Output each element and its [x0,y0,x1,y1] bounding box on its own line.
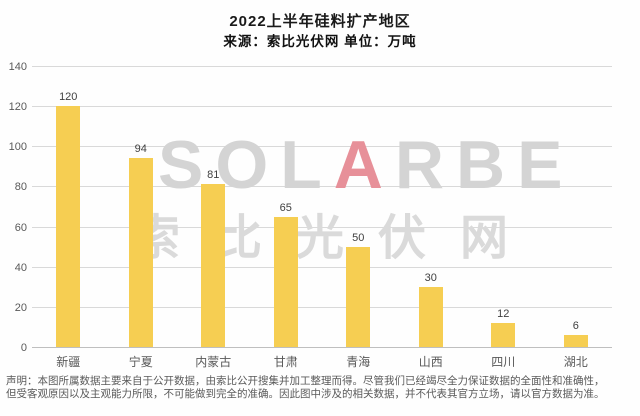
bar-slot: 30 [395,67,468,347]
y-tick-label: 100 [8,141,27,154]
gridline [32,66,612,67]
x-axis: 新疆 宁夏 内蒙古 甘肃 青海 山西 四川 湖北 [32,353,612,370]
bar [273,216,298,347]
disclaimer-line-1: 声明：本图所属数据主要来自于公开数据，由索比公开搜集并加工整理而得。尽管我们已经… [6,375,605,387]
x-axis-label: 甘肃 [273,355,298,369]
x-axis-label: 湖北 [563,355,588,369]
plot-area: SOLARBE 索比光伏网 120 94 81 65 50 30 12 6 [32,66,612,348]
bar [201,184,226,347]
chart-title: 2022上半年硅料扩产地区 [229,13,411,30]
x-axis-label: 宁夏 [128,355,153,369]
x-axis-label: 内蒙古 [195,355,232,369]
solarbe-logo-watermark: SOLARBE [158,131,574,199]
bar [563,334,588,347]
bar-slot: 50 [322,67,395,347]
bar-slot: 120 [32,67,105,347]
watermark-accent-letter: A [333,127,395,203]
gridline [32,186,612,188]
x-axis-label: 新疆 [56,355,81,369]
chinese-watermark: 索比光伏网 [132,212,543,265]
bar [128,158,153,347]
disclaimer-line-2: 但受客观原因以及主观能力所限，不可能做到完全的准确。因此图中涉及的相关数据，并不… [6,387,605,400]
disclaimer: 声明：本图所属数据主要来自于公开数据，由索比公开搜集并加工整理而得。尽管我们已经… [6,375,638,400]
x-axis-label: 四川 [491,355,516,369]
y-axis: 0 20 40 60 80 100 120 140 [0,61,27,354]
bar-value-label: 30 [424,271,437,284]
y-tick-label: 60 [14,221,27,234]
bars-row: 120 94 81 65 50 30 12 6 [32,67,612,347]
bar-value-label: 94 [134,143,147,156]
y-tick-label: 20 [14,301,27,314]
y-tick-label: 140 [8,61,27,73]
bar-slot: 6 [540,67,613,347]
bar [56,106,81,347]
bar [346,246,371,347]
bar-slot: 81 [177,67,250,347]
watermark-text-post: RBE [394,127,575,203]
bar [418,286,443,347]
bar-value-label: 50 [352,231,365,244]
x-axis-label: 山西 [418,355,443,369]
gridline [32,226,612,228]
bar-value-label: 12 [497,307,510,320]
y-tick-label: 0 [20,342,27,354]
chart-subtitle: 来源：索比光伏网 单位：万吨 [223,34,417,49]
watermark-text-pre: SOL [158,127,334,203]
bar-slot: 65 [250,67,323,347]
y-tick-label: 80 [14,181,27,194]
x-axis-label: 青海 [346,355,371,369]
y-tick-label: 40 [14,261,27,274]
bar-slot: 94 [105,67,178,347]
bar-value-label: 120 [59,91,78,104]
gridline [32,106,612,108]
y-tick-label: 120 [8,101,27,114]
bar-value-label: 81 [207,169,220,182]
gridline [32,306,612,308]
bar-slot: 12 [467,67,540,347]
gridline [32,146,612,148]
gridline [32,266,612,268]
bar-value-label: 65 [279,201,292,214]
bar [491,322,516,347]
bar-value-label: 6 [572,319,579,332]
